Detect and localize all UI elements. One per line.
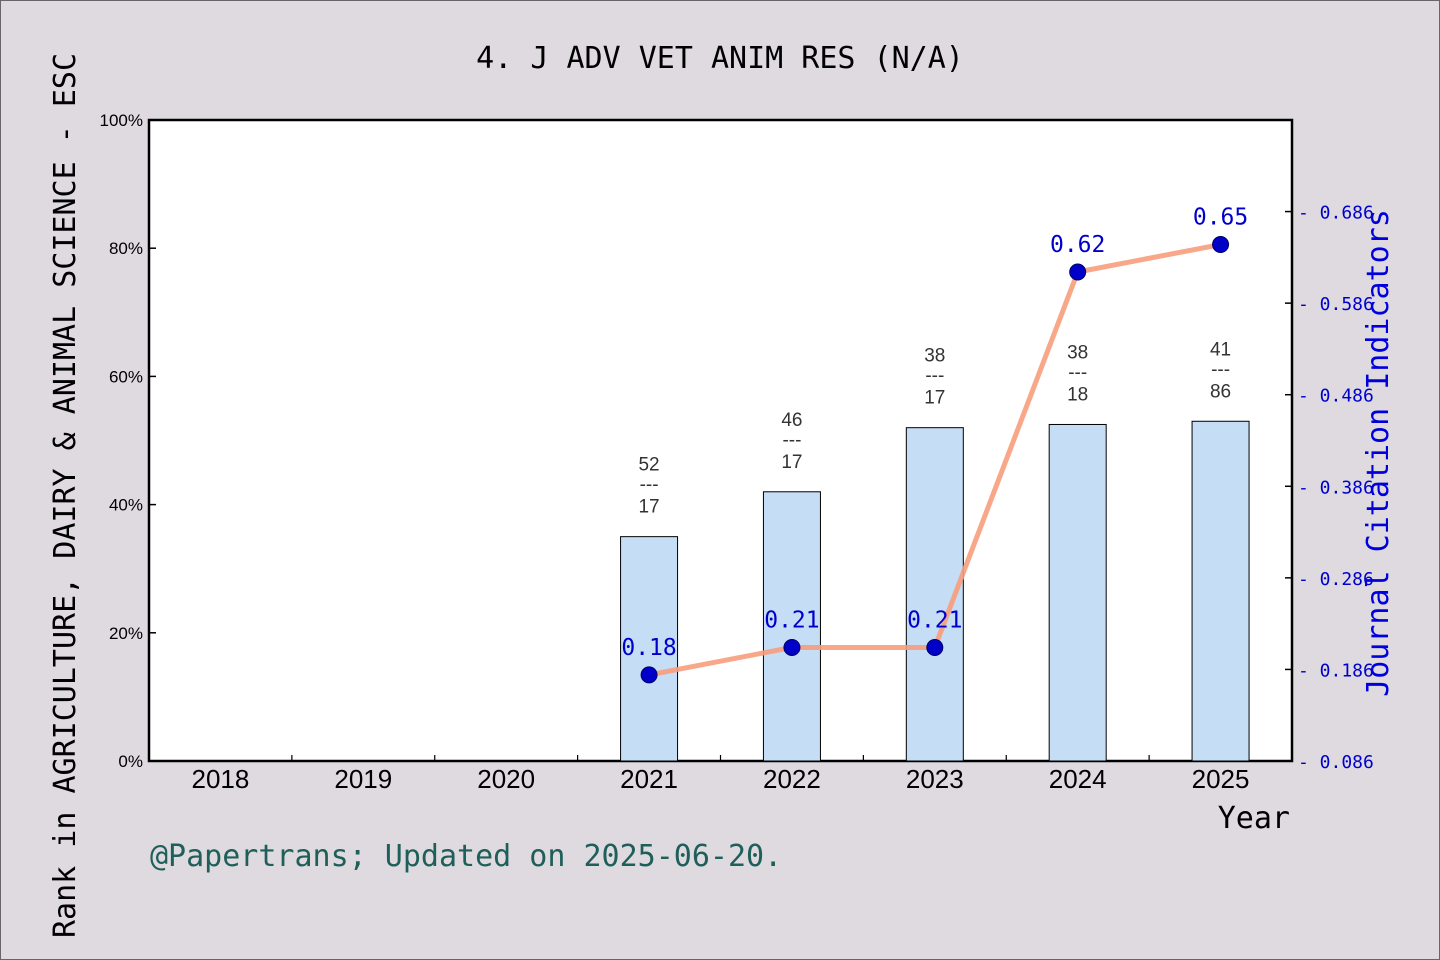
y-tick-label: 100%: [100, 111, 143, 130]
jci-label-2024: 0.62: [1050, 232, 1105, 258]
bar-separator-2023: ---: [925, 366, 944, 387]
plot-area: [147, 118, 1294, 763]
bar-rank-label-2023: 38: [924, 346, 945, 367]
bar-total-label-2024: 18: [1067, 384, 1088, 405]
bar-rank-label-2025: 41: [1210, 339, 1231, 360]
y-tick-label: 40%: [109, 496, 143, 515]
x-tick-label: 2023: [906, 764, 964, 794]
y2-tick-label: - 0.486: [1298, 386, 1374, 407]
jci-point-2024: [1069, 263, 1087, 281]
line-layer: 0.18 0.21 0.21 0.62 0.65: [621, 205, 1248, 684]
y-tick-label: 80%: [109, 239, 143, 258]
x-tick-label: 2022: [763, 764, 821, 794]
bar-total-label-2022: 17: [781, 452, 802, 473]
y2-tick-label: - 0.686: [1298, 203, 1374, 224]
bar-separator-2024: ---: [1068, 362, 1087, 383]
bar-rank-label-2024: 38: [1067, 342, 1088, 363]
y-tick-label: 60%: [109, 367, 143, 386]
jci-point-2025: [1212, 236, 1230, 254]
x-axis-label: Year: [1218, 801, 1290, 836]
jci-label-2022: 0.21: [764, 607, 819, 633]
x-tick-label: 2021: [620, 764, 678, 794]
bar-separator-2022: ---: [782, 430, 801, 451]
bar-2022: [762, 491, 821, 762]
bar-rank-label-2022: 46: [781, 410, 802, 431]
jci-point-2023: [926, 638, 944, 656]
bar-total-label-2023: 17: [924, 388, 945, 409]
y-tick-label: 0%: [118, 752, 143, 771]
y2-tick-label: - 0.386: [1298, 477, 1374, 498]
jci-point-2021: [640, 666, 658, 684]
jci-point-2022: [783, 638, 801, 656]
jci-label-2023: 0.21: [907, 607, 962, 633]
x-tick-label: 2020: [477, 764, 535, 794]
bar-2021: [620, 536, 679, 762]
footer-note: @Papertrans; Updated on 2025-06-20.: [150, 839, 782, 874]
y-tick-label: 20%: [109, 624, 143, 643]
bar-separator-2025: ---: [1211, 359, 1230, 380]
y2-tick-label: - 0.286: [1298, 569, 1374, 590]
x-tick-label: 2018: [192, 764, 250, 794]
axes-layer: 0% 20% 40% 60% 80% 100% - 0.086 - 0.186 - 0.286 -…: [100, 111, 1374, 794]
y2-tick-label: - 0.186: [1298, 660, 1374, 681]
chart-title: 4. J ADV VET ANIM RES (N/A): [476, 41, 964, 76]
bar-separator-2021: ---: [640, 475, 659, 496]
y2-tick-label: - 0.086: [1298, 752, 1374, 773]
y-axis-label: Rank in AGRICULTURE, DAIRY & ANIMAL SCIE…: [48, 53, 83, 938]
x-tick-label: 2024: [1049, 764, 1107, 794]
bar-total-label-2025: 86: [1210, 381, 1231, 402]
bar-total-label-2021: 17: [638, 497, 659, 518]
x-tick-label: 2019: [334, 764, 392, 794]
y2-axis-label: Journal Citation Indicators: [1361, 209, 1396, 697]
bar-rank-label-2021: 52: [638, 455, 659, 476]
jci-label-2025: 0.65: [1193, 205, 1248, 231]
bar-2024: [1048, 423, 1107, 762]
y2-tick-label: - 0.586: [1298, 294, 1374, 315]
x-tick-label: 2025: [1192, 764, 1250, 794]
bar-2025: [1191, 420, 1250, 762]
jci-label-2021: 0.18: [621, 635, 676, 661]
